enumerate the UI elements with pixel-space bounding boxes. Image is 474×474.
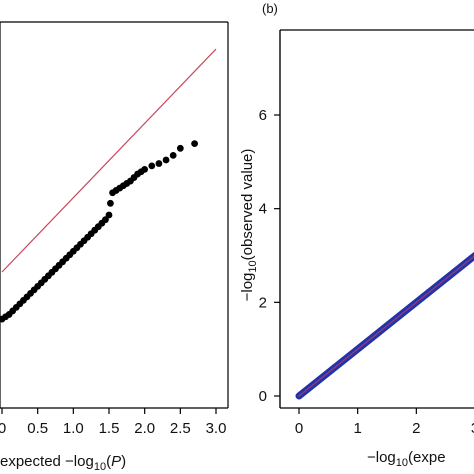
- panel-b-y-axis-label: −log10(observed value): [239, 149, 259, 302]
- panel-a-point: [176, 144, 184, 152]
- panel-a-point: [191, 140, 199, 148]
- panel-a-x-ticks: 0 0.5 1.0 1.5 2.0 2.5 3.0: [0, 408, 226, 437]
- panel-a-point: [105, 211, 113, 219]
- panel-a-x-tick-label: 1.5: [99, 420, 120, 437]
- panel-a-x-axis-label: expected −log10(P): [0, 453, 126, 473]
- panel-a-x-tick-label: 3.0: [206, 420, 227, 437]
- panel-b-y-tick-label: 4: [259, 201, 267, 218]
- panel-b-x-tick-label: 3: [471, 420, 474, 437]
- panel-b-x-tick-label: 1: [353, 420, 361, 437]
- panel-a-point: [162, 156, 170, 164]
- panel-a-x-tick-label: 1.0: [63, 420, 84, 437]
- panel-b-y-tick-label: 0: [259, 388, 267, 405]
- panel-a-point: [148, 162, 156, 170]
- panel-b-x-ticks: 0 1 2 3: [295, 408, 474, 437]
- panel-a-point: [102, 216, 109, 224]
- panel-b-y-ticks: 0 2 4 6: [259, 107, 280, 405]
- panel-b-points-center: [298, 255, 474, 397]
- panel-b: (b) 0 1 2 3 0 2 4 6 −log10(observed value) −lo…: [239, 1, 474, 469]
- panel-b-x-axis-label: −log10(expe: [367, 449, 446, 469]
- panel-b-label: (b): [262, 1, 278, 16]
- panel-a: 0 0.5 1.0 1.5 2.0 2.5 3.0 expected −log10(P): [0, 21, 229, 473]
- panel-a-point: [155, 160, 163, 167]
- panel-a-x-tick-label: 0.5: [27, 420, 48, 437]
- panel-a-x-tick-label: 2.0: [134, 420, 155, 437]
- panel-a-points: [0, 140, 199, 323]
- panel-b-x-tick-label: 2: [412, 420, 420, 437]
- panel-a-point: [141, 165, 149, 173]
- panel-a-reference-line: [1, 48, 217, 273]
- panel-b-y-tick-label: 2: [259, 294, 267, 311]
- panel-a-point: [169, 151, 177, 159]
- panel-a-x-tick-label: 2.5: [170, 420, 191, 437]
- panel-b-points-band: [295, 251, 474, 400]
- panel-a-x-tick-label: 0: [0, 420, 6, 437]
- panel-a-point: [107, 199, 114, 207]
- panel-b-x-tick-label: 0: [295, 420, 303, 437]
- panel-b-y-tick-label: 6: [259, 107, 267, 124]
